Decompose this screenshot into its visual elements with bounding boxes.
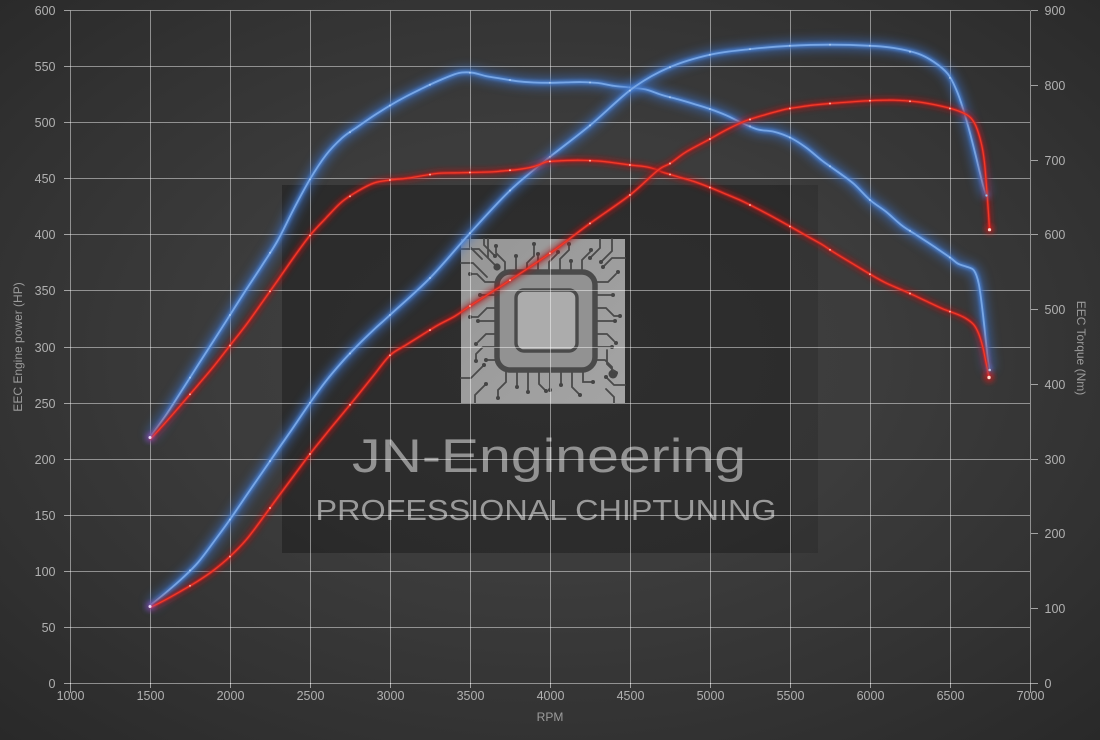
svg-text:900: 900: [1045, 4, 1066, 18]
svg-text:400: 400: [35, 228, 56, 242]
svg-text:6000: 6000: [857, 689, 885, 703]
svg-text:0: 0: [49, 677, 56, 691]
svg-text:EEC Engine power (HP): EEC Engine power (HP): [11, 282, 25, 411]
svg-text:250: 250: [35, 397, 56, 411]
svg-text:400: 400: [1045, 378, 1066, 392]
svg-text:600: 600: [35, 4, 56, 18]
svg-text:150: 150: [35, 509, 56, 523]
svg-text:500: 500: [1045, 303, 1066, 317]
svg-text:300: 300: [35, 341, 56, 355]
svg-text:5000: 5000: [697, 689, 725, 703]
svg-text:100: 100: [1045, 602, 1066, 616]
svg-text:0: 0: [1045, 677, 1052, 691]
svg-text:50: 50: [42, 621, 56, 635]
svg-text:1500: 1500: [137, 689, 165, 703]
svg-text:6500: 6500: [937, 689, 965, 703]
svg-text:350: 350: [35, 284, 56, 298]
svg-text:1000: 1000: [57, 689, 85, 703]
svg-text:JN-Engineering: JN-Engineering: [352, 430, 746, 483]
svg-text:100: 100: [35, 565, 56, 579]
svg-text:550: 550: [35, 60, 56, 74]
svg-text:200: 200: [1045, 527, 1066, 541]
svg-text:450: 450: [35, 172, 56, 186]
svg-text:2500: 2500: [297, 689, 325, 703]
svg-text:3500: 3500: [457, 689, 485, 703]
svg-text:200: 200: [35, 453, 56, 467]
svg-text:700: 700: [1045, 154, 1066, 168]
svg-text:RPM: RPM: [537, 710, 564, 724]
svg-text:2000: 2000: [217, 689, 245, 703]
svg-text:3000: 3000: [377, 689, 405, 703]
svg-text:4000: 4000: [537, 689, 565, 703]
svg-text:600: 600: [1045, 228, 1066, 242]
svg-text:800: 800: [1045, 79, 1066, 93]
svg-text:4500: 4500: [617, 689, 645, 703]
svg-text:500: 500: [35, 116, 56, 130]
svg-text:7000: 7000: [1017, 689, 1045, 703]
svg-text:5500: 5500: [777, 689, 805, 703]
svg-text:EEC Torque (Nm): EEC Torque (Nm): [1074, 301, 1088, 395]
svg-text:PROFESSIONAL CHIPTUNING: PROFESSIONAL CHIPTUNING: [316, 495, 777, 527]
svg-text:300: 300: [1045, 453, 1066, 467]
